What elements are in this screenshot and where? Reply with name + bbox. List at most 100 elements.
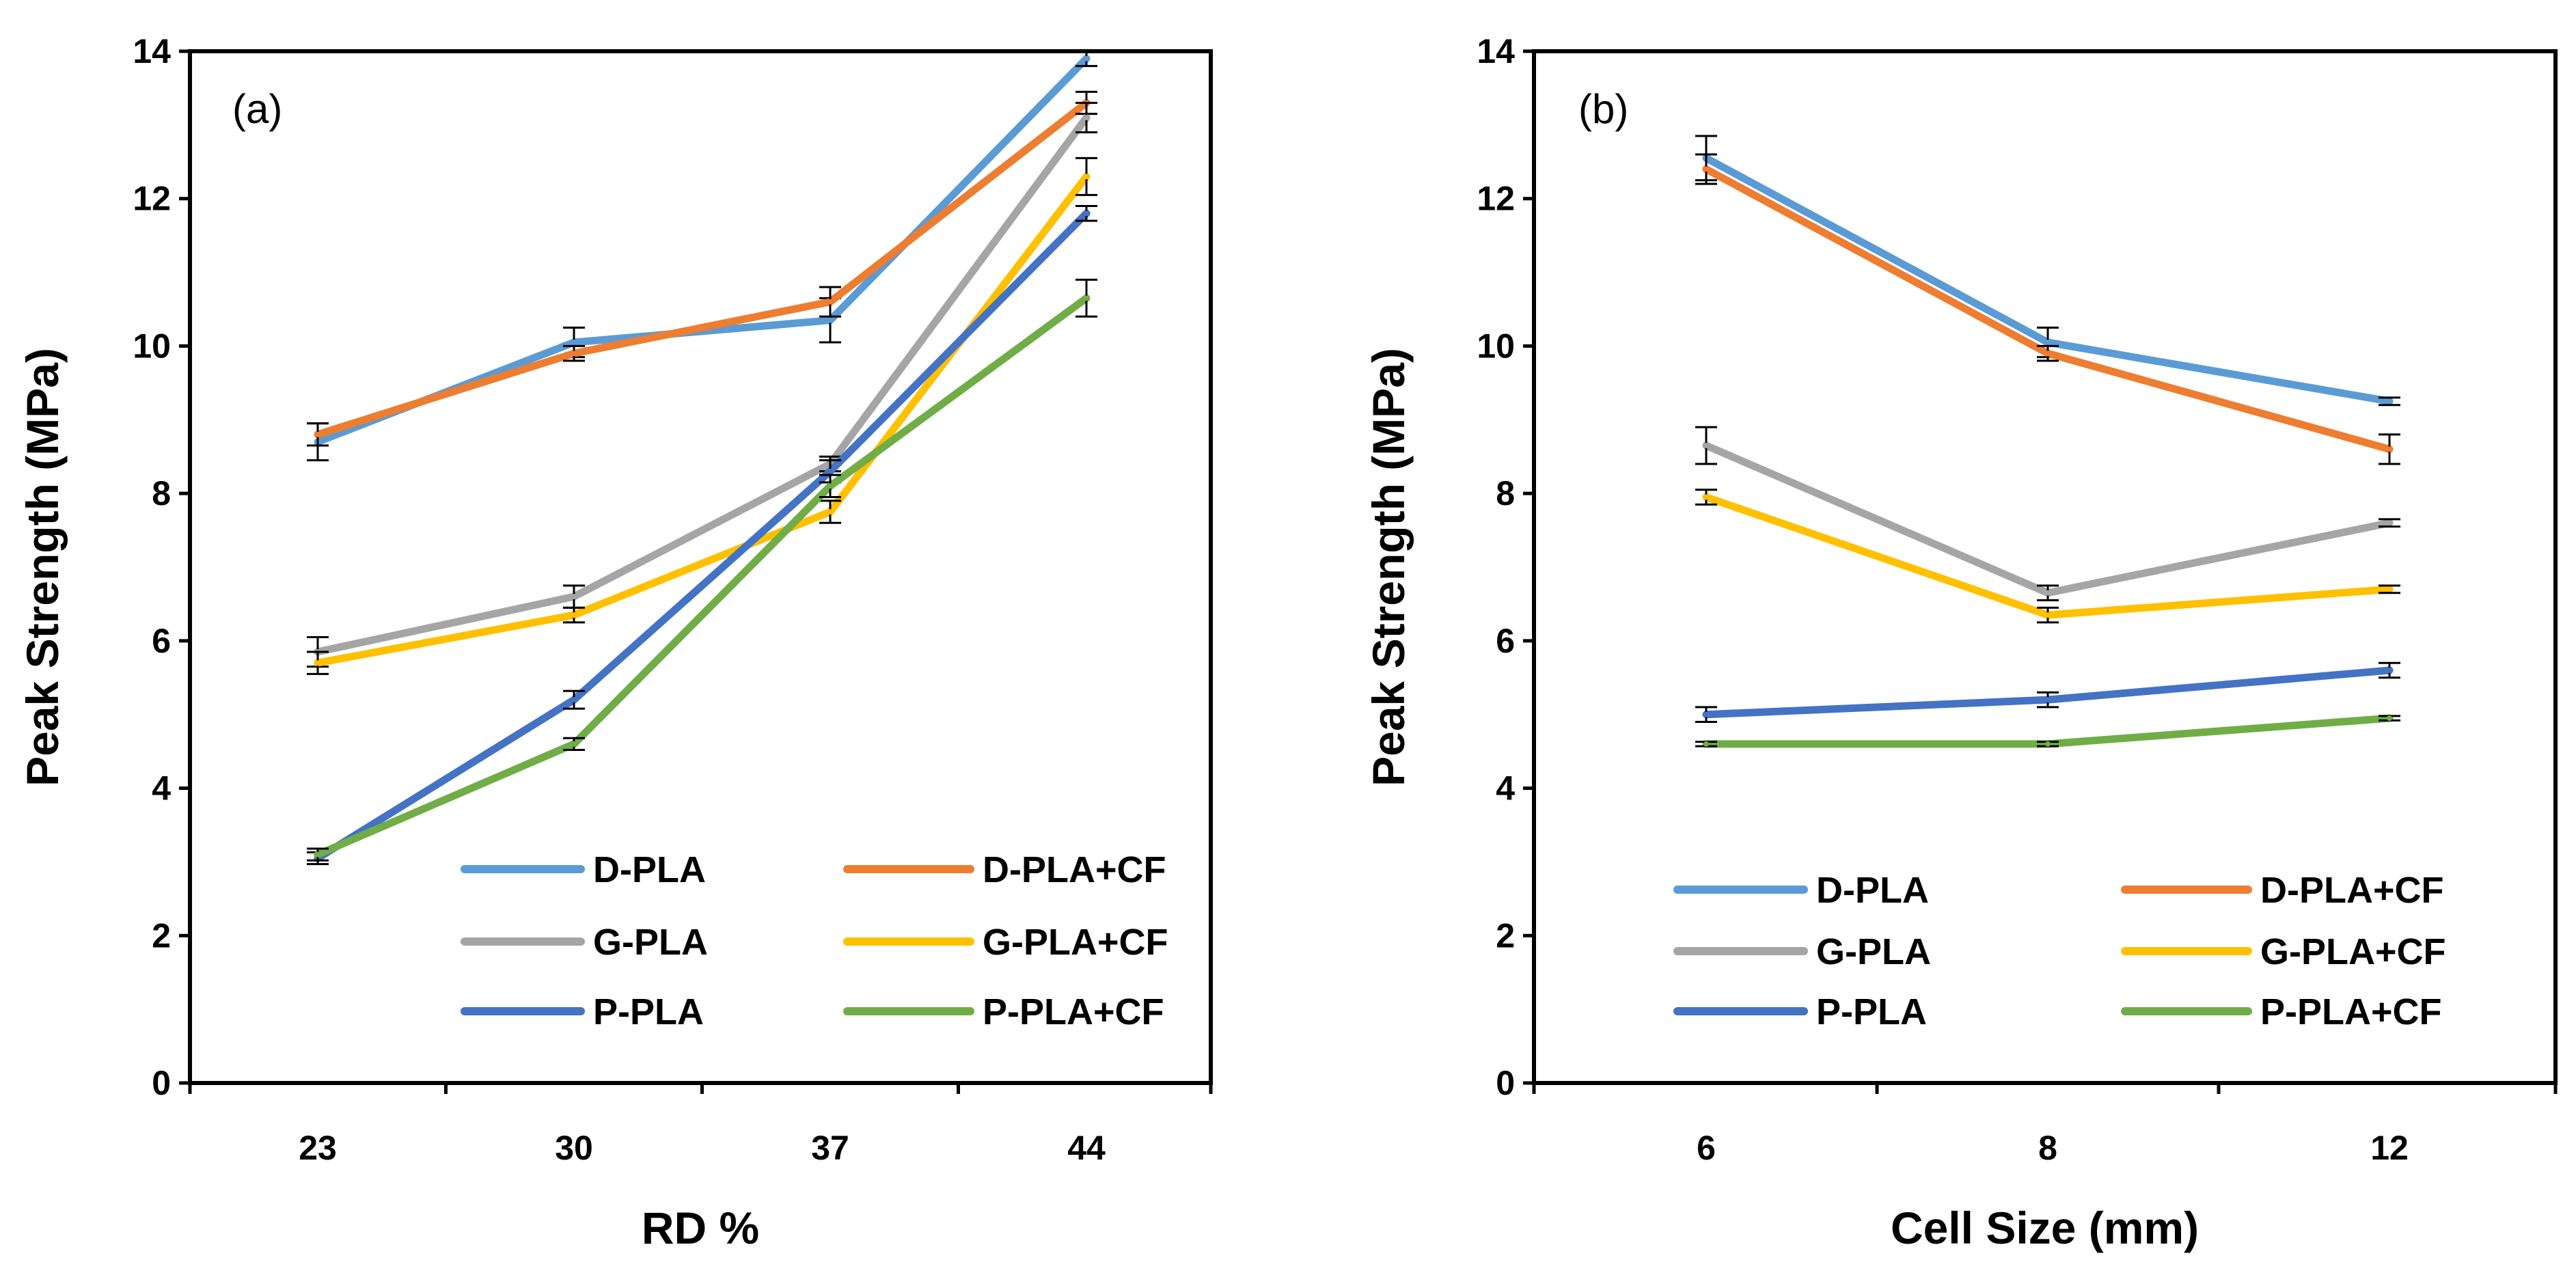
y-tick-label: 0 — [152, 1064, 171, 1102]
data-point — [315, 431, 320, 437]
chart-panel-a: 0 2 4 6 8 10 12 14 23 30 37 44 RD % Peak Strength (MP… — [17, 32, 1213, 1253]
legend-label: D-PLA — [1816, 870, 1929, 911]
panel-label: (a) — [232, 86, 282, 132]
data-point — [1703, 494, 1709, 500]
y-axis-title: Peak Strength (MPa) — [17, 348, 68, 786]
series-p-pla — [307, 205, 1097, 866]
plot-frame — [1532, 49, 2558, 1085]
legend: D-PLA D-PLA+CF G-PLA G-PLA+CF P-PLA P-PLA+CF — [1673, 870, 2446, 1032]
data-point — [1084, 115, 1089, 121]
data-point — [2045, 590, 2051, 596]
data-point — [1703, 711, 1709, 717]
y-tick-label: 14 — [1477, 32, 1515, 70]
data-point — [2387, 446, 2392, 452]
series-line — [1702, 441, 2394, 597]
panel-label: (b) — [1578, 86, 1628, 132]
series-p-pla — [1695, 661, 2400, 723]
legend-label: D-PLA — [593, 849, 706, 890]
legend-label: D-PLA+CF — [2260, 870, 2444, 911]
data-point — [1084, 210, 1089, 217]
series-p-pla-cf — [1695, 714, 2400, 748]
legend-label: G-PLA — [1816, 931, 1931, 972]
data-point — [571, 741, 577, 747]
series-line — [314, 209, 1091, 862]
y-tick-label: 12 — [133, 180, 171, 218]
x-tick-label: 6 — [1697, 1129, 1716, 1167]
y-tick-label: 14 — [133, 32, 171, 70]
data-point — [315, 660, 320, 666]
y-tick-label: 6 — [152, 622, 171, 660]
series-line — [1702, 714, 2394, 748]
series-g-pla-cf — [1695, 489, 2400, 624]
legend-label: P-PLA — [1816, 991, 1927, 1032]
legend-label: G-PLA — [593, 922, 708, 963]
data-point — [315, 851, 320, 858]
x-tick-label: 30 — [555, 1129, 593, 1167]
y-axis-title: Peak Strength (MPa) — [1363, 348, 1414, 786]
series-p-pla-cf — [307, 278, 1097, 862]
data-point — [2387, 668, 2392, 673]
data-point — [1084, 55, 1089, 61]
data-point — [827, 483, 833, 489]
series-d-pla — [1695, 135, 2400, 407]
legend-label: G-PLA+CF — [2260, 931, 2446, 972]
data-point — [827, 468, 833, 474]
legend-label: P-PLA+CF — [983, 991, 1164, 1032]
data-point — [2387, 520, 2392, 526]
data-point — [571, 351, 577, 357]
x-tick-label: 44 — [1067, 1129, 1106, 1167]
data-point — [2045, 697, 2051, 703]
data-point — [2387, 715, 2392, 722]
y-tick-label: 8 — [1496, 474, 1515, 512]
x-axis-title: Cell Size (mm) — [1891, 1203, 2199, 1253]
legend-label: P-PLA — [593, 991, 704, 1032]
x-tick-label: 37 — [811, 1129, 849, 1167]
series-line — [314, 99, 1091, 439]
data-point — [571, 612, 577, 618]
y-tick-label: 4 — [1496, 769, 1515, 808]
series-line — [1702, 154, 2394, 405]
series-g-pla — [307, 102, 1097, 668]
x-tick-label: 12 — [2370, 1129, 2409, 1167]
x-tick-label: 8 — [2038, 1129, 2057, 1167]
x-axis-title: RD % — [642, 1203, 759, 1253]
data-point — [2387, 398, 2392, 405]
legend-label: D-PLA+CF — [983, 849, 1166, 890]
data-point — [827, 299, 833, 305]
data-point — [2387, 586, 2392, 592]
y-tick-label: 0 — [1496, 1064, 1515, 1102]
data-point — [1703, 166, 1709, 172]
data-point — [1084, 295, 1089, 301]
data-point — [571, 697, 577, 703]
series-g-pla — [1695, 426, 2400, 602]
data-point — [571, 594, 577, 600]
chart-panel-b: 0 2 4 6 8 10 12 14 6 8 12 Cell Size (mm) Peak Streng… — [1363, 32, 2558, 1253]
x-tick-label: 23 — [299, 1129, 337, 1167]
data-point — [827, 509, 833, 515]
y-tick-label: 4 — [152, 769, 171, 808]
legend-label: P-PLA+CF — [2260, 991, 2442, 1032]
series-g-pla-cf — [307, 156, 1097, 675]
y-tick-label: 2 — [1496, 916, 1515, 955]
y-tick-label: 2 — [152, 916, 171, 955]
data-point — [2045, 351, 2051, 357]
legend: D-PLA D-PLA+CF G-PLA G-PLA+CF P-PLA P-PLA+CF — [461, 849, 1168, 1032]
data-point — [827, 317, 833, 323]
data-point — [571, 340, 577, 346]
data-point — [2045, 741, 2051, 747]
y-tick-label: 10 — [133, 327, 171, 365]
y-tick-label: 12 — [1477, 180, 1515, 218]
data-point — [1703, 443, 1709, 449]
y-tick-label: 10 — [1477, 327, 1515, 365]
series-d-pla-cf — [1695, 153, 2400, 465]
data-point — [2045, 340, 2051, 346]
series-d-pla-cf — [307, 90, 1097, 447]
series-line — [314, 294, 1091, 859]
y-tick-label: 6 — [1496, 622, 1515, 660]
data-point — [1084, 174, 1089, 180]
data-point — [2045, 612, 2051, 618]
data-point — [1703, 741, 1709, 747]
y-tick-label: 8 — [152, 474, 171, 512]
legend-label: G-PLA+CF — [983, 922, 1168, 963]
